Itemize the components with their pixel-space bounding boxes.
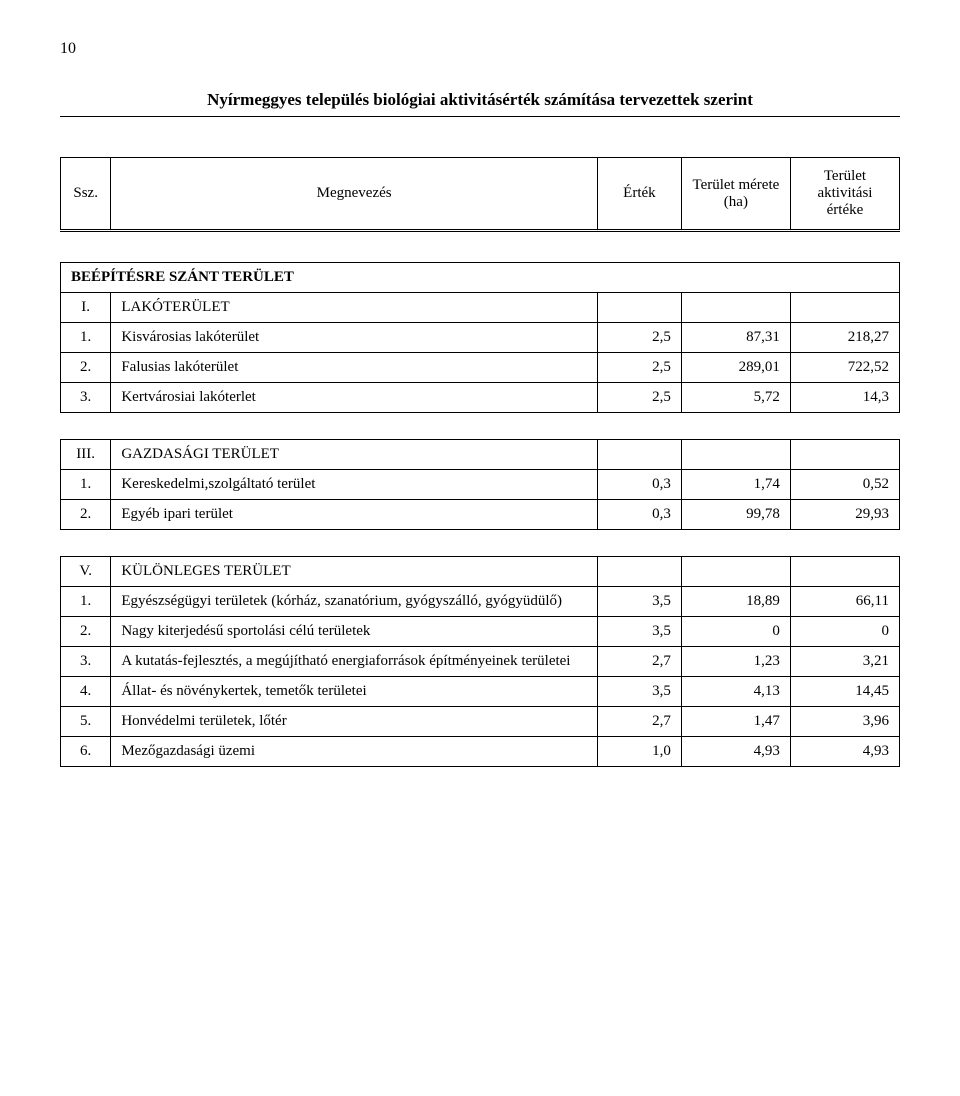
- row-number: 2.: [61, 500, 111, 530]
- row-size: 18,89: [681, 587, 790, 617]
- row-value: 3,5: [597, 617, 681, 647]
- row-name: Állat- és növénykertek, temetők területe…: [111, 677, 598, 707]
- row-number: 3.: [61, 647, 111, 677]
- row-name: Mezőgazdasági üzemi: [111, 737, 598, 767]
- row-value: 1,0: [597, 737, 681, 767]
- row-name: A kutatás-fejlesztés, a megújítható ener…: [111, 647, 598, 677]
- row-value: 0,3: [597, 500, 681, 530]
- table-row: 3. Kertvárosiai lakóterlet 2,5 5,72 14,3: [61, 383, 900, 413]
- cell-empty: [681, 557, 790, 587]
- row-size: 1,47: [681, 707, 790, 737]
- row-value: 2,5: [597, 323, 681, 353]
- header-table: Ssz. Megnevezés Érték Terület mérete (ha…: [60, 157, 900, 232]
- table-row: 3. A kutatás-fejlesztés, a megújítható e…: [61, 647, 900, 677]
- cell-empty: [790, 440, 899, 470]
- subsection-name: KÜLÖNLEGES TERÜLET: [111, 557, 598, 587]
- row-size: 4,93: [681, 737, 790, 767]
- row-size: 1,23: [681, 647, 790, 677]
- subsection-number: III.: [61, 440, 111, 470]
- table-row: 4. Állat- és növénykertek, temetők terül…: [61, 677, 900, 707]
- row-number: 6.: [61, 737, 111, 767]
- cell-empty: [597, 293, 681, 323]
- row-name: Egyéb ipari terület: [111, 500, 598, 530]
- row-number: 1.: [61, 323, 111, 353]
- header-megnevezes: Megnevezés: [111, 158, 598, 231]
- section-heading: BEÉPÍTÉSRE SZÁNT TERÜLET: [61, 263, 900, 293]
- row-size: 87,31: [681, 323, 790, 353]
- table-row: 2. Nagy kiterjedésű sportolási célú terü…: [61, 617, 900, 647]
- row-activity: 218,27: [790, 323, 899, 353]
- row-activity: 3,96: [790, 707, 899, 737]
- row-activity: 0: [790, 617, 899, 647]
- row-activity: 14,45: [790, 677, 899, 707]
- table-row: 6. Mezőgazdasági üzemi 1,0 4,93 4,93: [61, 737, 900, 767]
- section-heading-row: BEÉPÍTÉSRE SZÁNT TERÜLET: [61, 263, 900, 293]
- header-ssz: Ssz.: [61, 158, 111, 231]
- cell-empty: [790, 557, 899, 587]
- row-size: 99,78: [681, 500, 790, 530]
- row-name: Egyészségügyi területek (kórház, szanató…: [111, 587, 598, 617]
- subsection-row: III. GAZDASÁGI TERÜLET: [61, 440, 900, 470]
- subsection-name: GAZDASÁGI TERÜLET: [111, 440, 598, 470]
- header-ertek: Érték: [597, 158, 681, 231]
- row-number: 2.: [61, 617, 111, 647]
- table-row: 2. Falusias lakóterület 2,5 289,01 722,5…: [61, 353, 900, 383]
- row-activity: 66,11: [790, 587, 899, 617]
- row-value: 2,5: [597, 353, 681, 383]
- table-row: 1. Kisvárosias lakóterület 2,5 87,31 218…: [61, 323, 900, 353]
- row-activity: 3,21: [790, 647, 899, 677]
- subsection-name: LAKÓTERÜLET: [111, 293, 598, 323]
- row-value: 3,5: [597, 677, 681, 707]
- table-row: 1. Egyészségügyi területek (kórház, szan…: [61, 587, 900, 617]
- table-row: 2. Egyéb ipari terület 0,3 99,78 29,93: [61, 500, 900, 530]
- row-activity: 29,93: [790, 500, 899, 530]
- row-size: 0: [681, 617, 790, 647]
- row-number: 5.: [61, 707, 111, 737]
- cell-empty: [790, 293, 899, 323]
- cell-empty: [681, 293, 790, 323]
- table-header-row: Ssz. Megnevezés Érték Terület mérete (ha…: [61, 158, 900, 231]
- section-iii: III. GAZDASÁGI TERÜLET 1. Kereskedelmi,s…: [60, 439, 900, 530]
- cell-empty: [597, 440, 681, 470]
- table-row: 5. Honvédelmi területek, lőtér 2,7 1,47 …: [61, 707, 900, 737]
- row-value: 2,7: [597, 647, 681, 677]
- subsection-number: I.: [61, 293, 111, 323]
- row-activity: 0,52: [790, 470, 899, 500]
- page-number: 10: [60, 40, 900, 58]
- cell-empty: [597, 557, 681, 587]
- row-activity: 722,52: [790, 353, 899, 383]
- subsection-number: V.: [61, 557, 111, 587]
- row-name: Nagy kiterjedésű sportolási célú terület…: [111, 617, 598, 647]
- row-name: Kereskedelmi,szolgáltató terület: [111, 470, 598, 500]
- table-row: 1. Kereskedelmi,szolgáltató terület 0,3 …: [61, 470, 900, 500]
- row-size: 1,74: [681, 470, 790, 500]
- row-name: Kisvárosias lakóterület: [111, 323, 598, 353]
- row-name: Falusias lakóterület: [111, 353, 598, 383]
- document-title: Nyírmeggyes település biológiai aktivitá…: [60, 90, 900, 117]
- row-name: Honvédelmi területek, lőtér: [111, 707, 598, 737]
- header-meret: Terület mérete (ha): [681, 158, 790, 231]
- row-value: 3,5: [597, 587, 681, 617]
- row-number: 3.: [61, 383, 111, 413]
- row-name: Kertvárosiai lakóterlet: [111, 383, 598, 413]
- subsection-row: V. KÜLÖNLEGES TERÜLET: [61, 557, 900, 587]
- section-main: BEÉPÍTÉSRE SZÁNT TERÜLET I. LAKÓTERÜLET …: [60, 262, 900, 413]
- row-size: 4,13: [681, 677, 790, 707]
- row-value: 2,5: [597, 383, 681, 413]
- row-number: 4.: [61, 677, 111, 707]
- row-number: 1.: [61, 587, 111, 617]
- row-size: 289,01: [681, 353, 790, 383]
- cell-empty: [681, 440, 790, 470]
- row-number: 1.: [61, 470, 111, 500]
- row-number: 2.: [61, 353, 111, 383]
- row-value: 2,7: [597, 707, 681, 737]
- row-activity: 14,3: [790, 383, 899, 413]
- row-activity: 4,93: [790, 737, 899, 767]
- row-value: 0,3: [597, 470, 681, 500]
- header-aktivitas: Terület aktivitási értéke: [790, 158, 899, 231]
- section-v: V. KÜLÖNLEGES TERÜLET 1. Egyészségügyi t…: [60, 556, 900, 767]
- subsection-row: I. LAKÓTERÜLET: [61, 293, 900, 323]
- row-size: 5,72: [681, 383, 790, 413]
